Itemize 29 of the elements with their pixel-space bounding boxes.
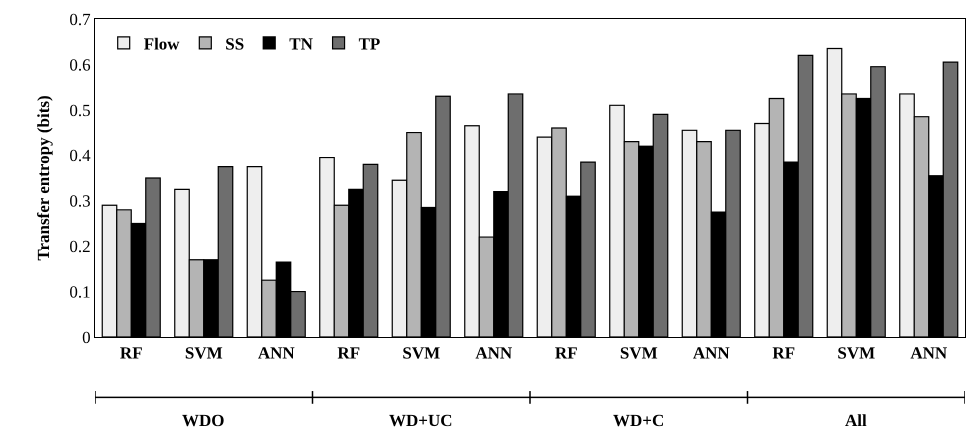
x-tick-label: SVM [620, 343, 658, 362]
x-tick-label: ANN [258, 343, 296, 362]
y-tick-label: 0.2 [69, 237, 91, 256]
y-tick-label: 0.3 [69, 192, 91, 211]
y-tick-label: 0.6 [69, 55, 91, 74]
y-axis-title: Transfer entropy (bits) [34, 95, 53, 261]
x-tick-label: ANN [910, 343, 948, 362]
y-tick-label: 0.7 [69, 10, 92, 29]
y-tick-label: 0.4 [69, 146, 92, 166]
x-tick-label: RF [120, 343, 143, 362]
x-tick-label: RF [337, 343, 360, 362]
text: WD+UC [389, 411, 453, 430]
x-tick-label: RF [772, 343, 796, 362]
x-tick-label: ANN [692, 343, 730, 362]
y-tick-label: 0.5 [69, 100, 91, 120]
x-tick-label: ANN [475, 343, 513, 362]
legend-label: SS [225, 34, 244, 54]
text: WDO [182, 411, 224, 430]
y-tick-label: 0.1 [69, 282, 91, 302]
x-tick-label: RF [554, 343, 578, 362]
x-tick-label: SVM [184, 343, 223, 362]
text: All [845, 411, 867, 430]
legend-label: TN [289, 34, 314, 54]
text: WD+C [613, 411, 664, 430]
legend-label: TP [358, 34, 380, 54]
x-tick-label: SVM [402, 343, 440, 362]
legend-label: Flow [144, 34, 180, 54]
y-tick-label: 0 [82, 328, 91, 347]
x-tick-label: SVM [837, 343, 876, 362]
